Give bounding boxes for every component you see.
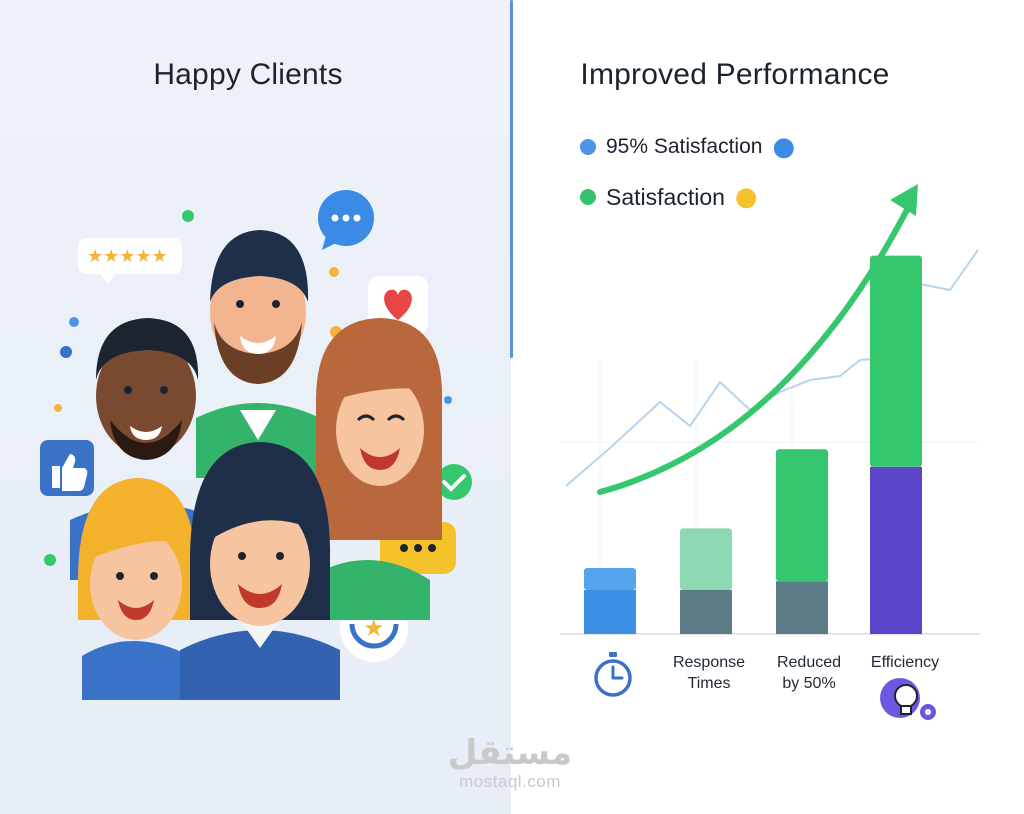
bar-segment: [584, 590, 636, 634]
performance-bar-chart: [560, 184, 980, 635]
legend-item-95-satisfaction: 95% Satisfaction ●: [580, 132, 795, 162]
client-avatar-brown-haired-woman: [306, 318, 443, 620]
bar-segment: [584, 568, 636, 590]
bar-segment: [776, 581, 828, 634]
smiling-face-icon: ●: [734, 182, 758, 212]
panel-divider: [510, 0, 513, 358]
svg-text:★★★★★: ★★★★★: [87, 246, 168, 267]
bar-segment: [776, 449, 828, 582]
client-avatar-dark-haired-woman: [180, 442, 340, 700]
bar-segment: [680, 590, 732, 634]
legend-label: Satisfaction: [606, 183, 725, 210]
watermark-arabic: مستقل: [447, 733, 573, 773]
checkmark-icon: [436, 464, 472, 500]
watermark-latin: mostaql.com: [459, 772, 561, 791]
happy-clients-illustration: ★★★★★ ★: [40, 190, 472, 700]
growth-arrow: [597, 197, 915, 495]
legend-dot-blue: [580, 139, 596, 155]
bar-segment: [680, 528, 732, 590]
bar-segment: [870, 255, 922, 467]
category-label-response-times: Response Times: [672, 654, 746, 692]
stopwatch-icon: [594, 652, 632, 697]
growth-arrow-head: [890, 184, 918, 216]
client-avatar-bearded-man: [196, 230, 320, 478]
legend-dot-green: [580, 189, 596, 205]
rating-stars-bubble: ★★★★★: [78, 238, 182, 284]
lightbulb-gear-icon: [880, 678, 936, 720]
legend-item-satisfaction: Satisfaction ●: [580, 182, 758, 212]
bar-segment: [870, 466, 922, 634]
improved-performance-title: Improved Performance: [580, 58, 890, 91]
neutral-face-icon: ●: [772, 132, 796, 162]
client-avatar-blonde-woman: [78, 478, 197, 700]
legend-label: 95% Satisfaction: [606, 135, 763, 158]
thumbs-up-icon: [40, 440, 94, 496]
chat-bubble-icon: [318, 190, 374, 250]
category-label-reduced-by-50: Reduced by 50%: [776, 654, 842, 692]
svg-text:★: ★: [363, 614, 385, 642]
category-label-efficiency: Efficiency: [870, 654, 940, 671]
happy-clients-title: Happy Clients: [153, 58, 343, 91]
mostaql-watermark: مستقل mostaql.com: [420, 734, 600, 792]
